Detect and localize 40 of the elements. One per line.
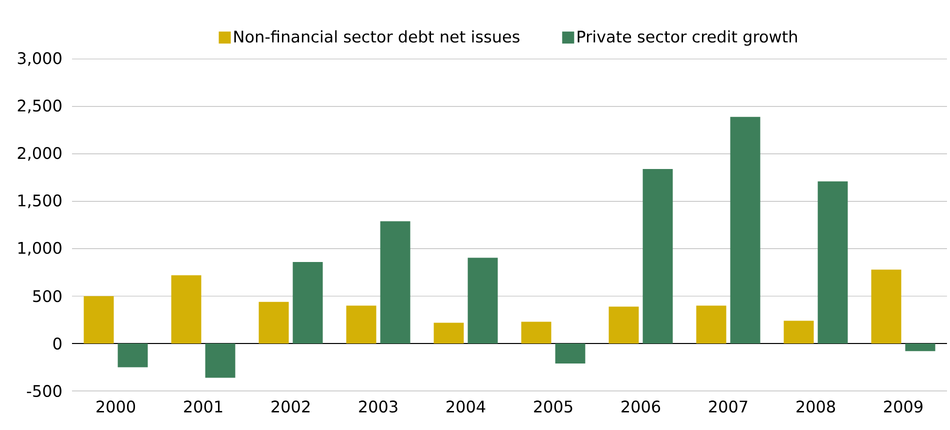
bar	[118, 344, 148, 368]
x-tick-label: 2008	[796, 400, 835, 413]
bar	[642, 169, 673, 344]
x-tick-label: 2001	[184, 400, 222, 413]
y-tick-label: -500	[26, 384, 62, 398]
legend-label: Private sector credit growth	[578, 30, 797, 46]
bar	[555, 344, 586, 364]
bar	[608, 306, 639, 344]
bar	[84, 296, 114, 344]
bar	[171, 275, 202, 344]
y-tick-label: 0	[53, 338, 62, 350]
bar	[205, 344, 236, 378]
x-tick-label: 2007	[709, 400, 748, 413]
bar	[521, 322, 552, 344]
bar	[905, 344, 936, 352]
x-tick-label: 2000	[96, 400, 136, 413]
bar	[434, 322, 464, 344]
bar	[346, 306, 376, 344]
x-tick-label: 2004	[446, 400, 486, 413]
legend-label: Non-financial sector debt net issues	[234, 30, 520, 43]
y-tick-label: 3,000	[18, 52, 62, 66]
y-tick-label: 1,500	[18, 194, 62, 208]
x-tick-label: 2009	[884, 400, 922, 413]
bar	[730, 116, 760, 344]
bar	[258, 302, 289, 344]
bar	[696, 306, 726, 344]
y-tick-label: 2,500	[18, 100, 62, 114]
bar	[468, 258, 498, 344]
y-tick-label: 1,000	[18, 242, 62, 256]
y-tick-label: 500	[33, 290, 62, 302]
bar	[380, 221, 410, 344]
x-tick-label: 2006	[622, 400, 660, 413]
y-tick-label: 2,000	[18, 146, 62, 161]
x-tick-label: 2003	[359, 400, 398, 413]
bar	[871, 270, 902, 344]
bar	[818, 181, 848, 344]
x-tick-label: 2002	[272, 400, 310, 413]
bar	[292, 262, 323, 344]
bar	[784, 320, 814, 344]
x-tick-label: 2005	[534, 400, 572, 413]
